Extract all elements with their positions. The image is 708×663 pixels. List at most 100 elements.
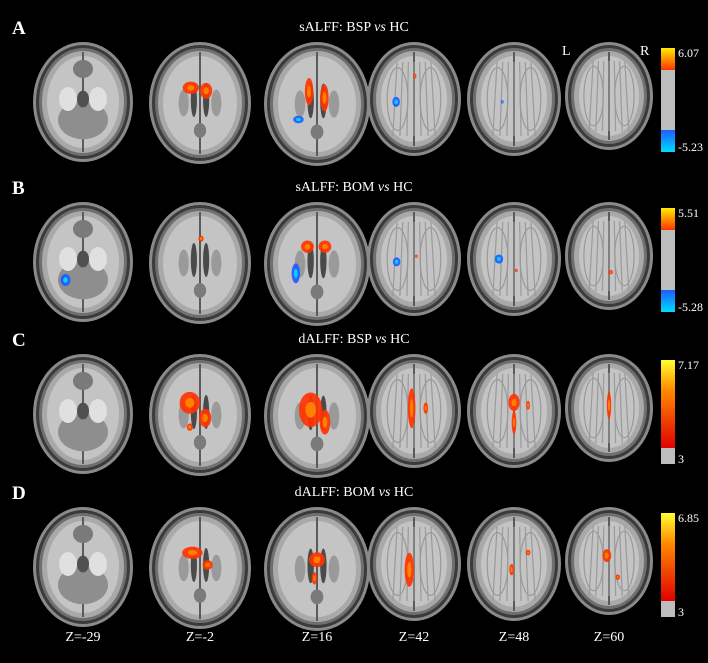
scale-min-label: 3: [678, 605, 684, 619]
title-control: HC: [385, 20, 409, 35]
title-vs: vs: [374, 332, 387, 347]
brain-slice-shape: [367, 42, 461, 156]
positive-scale: [661, 513, 675, 601]
axial-slice: [465, 40, 563, 158]
axial-slice: [31, 40, 135, 164]
brain-slice-shape: [149, 42, 251, 164]
brain-slice-shape: [149, 354, 251, 476]
axial-slice: [465, 505, 563, 623]
axial-slice: [465, 200, 563, 318]
panel-title: dALFF: BSP vs HC: [0, 332, 708, 348]
axial-slice: [31, 505, 135, 629]
axial-slice: [365, 200, 463, 318]
title-contrast: sALFF: BOM: [295, 180, 378, 195]
brain-slice-shape: [33, 354, 133, 474]
brain-slice-shape: [367, 354, 461, 468]
slice-z-label: Z=48: [498, 630, 530, 645]
neutral-scale: [661, 230, 675, 290]
slice-z-label: Z=60: [593, 630, 625, 645]
slice-z-label: Z=-29: [65, 630, 101, 645]
positive-scale: [661, 360, 675, 448]
axial-slice: [262, 200, 372, 328]
scale-max-label: 6.85: [678, 511, 699, 525]
axial-slice: [31, 200, 135, 324]
brain-slice-shape: [367, 202, 461, 316]
title-control: HC: [390, 485, 414, 500]
brain-slice-shape: [33, 202, 133, 322]
slice-z-label: Z=16: [301, 630, 333, 645]
brain-slice-shape: [33, 507, 133, 627]
color-bar: [661, 360, 675, 464]
axial-slice: [365, 352, 463, 470]
panel-letter: D: [12, 483, 26, 504]
axial-slice: [563, 505, 655, 617]
slice-labels: Z=-29 Z=-2 Z=16 Z=42 Z=48 Z=60: [0, 630, 708, 650]
axial-slice: [262, 40, 372, 168]
brain-slice-shape: [367, 507, 461, 621]
title-contrast: sALFF: BSP: [299, 20, 375, 35]
axial-slice: [563, 352, 655, 464]
axial-slice: [365, 505, 463, 623]
axial-slice: [365, 40, 463, 158]
axial-slice: [262, 505, 372, 633]
axial-slice: [147, 40, 253, 166]
axial-slice: [563, 40, 655, 152]
title-vs: vs: [377, 180, 390, 195]
axial-slice: [147, 352, 253, 478]
brain-slice-shape: [467, 42, 561, 156]
negative-scale: [661, 130, 675, 152]
positive-scale: [661, 208, 675, 230]
brain-slice-shape: [565, 202, 653, 310]
axial-slice: [262, 352, 372, 480]
neutral-scale: [661, 448, 675, 464]
neutral-scale: [661, 70, 675, 130]
orientation-right: R: [640, 44, 650, 59]
axial-slice: [563, 200, 655, 312]
brain-slice-shape: [33, 42, 133, 162]
axial-slice: [31, 352, 135, 476]
title-vs: vs: [378, 485, 391, 500]
slice-z-label: Z=-2: [185, 630, 215, 645]
slice-z-label: Z=42: [398, 630, 430, 645]
title-control: HC: [389, 180, 413, 195]
scale-max-label: 7.17: [678, 358, 699, 372]
panel-letter: C: [12, 330, 26, 351]
brain-slice-shape: [565, 42, 653, 150]
brain-slice-shape: [264, 202, 370, 326]
orientation-left: L: [562, 44, 571, 59]
title-control: HC: [386, 332, 410, 347]
panel-title: sALFF: BOM vs HC: [0, 180, 708, 196]
axial-slice: [147, 200, 253, 326]
scale-max-label: 5.51: [678, 206, 699, 220]
scale-min-label: -5.23: [678, 140, 703, 154]
brain-slice-shape: [149, 202, 251, 324]
color-bar: [661, 208, 675, 312]
brain-slice-shape: [264, 42, 370, 166]
brain-slice-shape: [264, 507, 370, 631]
panel-title: sALFF: BSP vs HC: [0, 20, 708, 36]
positive-scale: [661, 48, 675, 70]
neutral-scale: [661, 601, 675, 617]
title-contrast: dALFF: BOM: [294, 485, 379, 500]
title-contrast: dALFF: BSP: [298, 332, 375, 347]
negative-scale: [661, 290, 675, 312]
panel-letter: B: [12, 178, 25, 199]
brain-slice-shape: [467, 507, 561, 621]
brain-slice-shape: [565, 354, 653, 462]
brain-slice-shape: [467, 202, 561, 316]
brain-slice-shape: [467, 354, 561, 468]
color-bar: [661, 513, 675, 617]
panel-letter: A: [12, 18, 26, 39]
axial-slice: [465, 352, 563, 470]
brain-slice-shape: [565, 507, 653, 615]
scale-min-label: 3: [678, 452, 684, 466]
color-bar: [661, 48, 675, 152]
title-vs: vs: [374, 20, 386, 35]
panel-title: dALFF: BOM vs HC: [0, 485, 708, 501]
brain-slice-shape: [264, 354, 370, 478]
scale-max-label: 6.07: [678, 46, 699, 60]
scale-min-label: -5.28: [678, 300, 703, 314]
